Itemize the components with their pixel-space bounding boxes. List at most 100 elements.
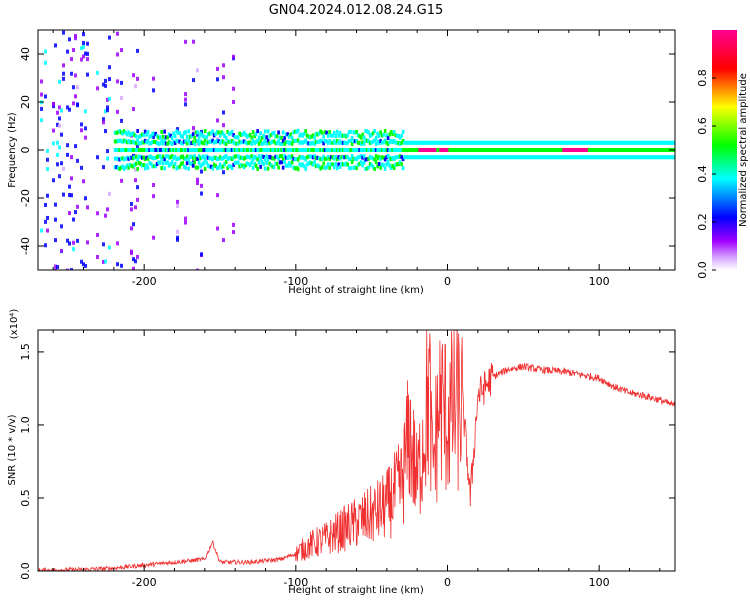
spectrogram-cell xyxy=(326,140,330,145)
spectrogram-cell xyxy=(224,160,228,165)
spectrogram-cell xyxy=(571,140,574,145)
spectrogram-cell xyxy=(418,140,421,145)
spectrogram-cell xyxy=(212,162,216,167)
spectrogram-cell xyxy=(119,156,123,161)
spectrogram-cell xyxy=(445,155,448,160)
spectrogram-cell xyxy=(649,140,652,145)
spectrogram-cell xyxy=(353,139,357,144)
spectrogram-cell xyxy=(290,141,294,146)
spectrogram-cell xyxy=(130,132,133,137)
spectrogram-cell xyxy=(176,148,180,152)
spectrogram-cell xyxy=(301,140,304,145)
spectrogram-cell xyxy=(637,155,640,160)
spectrogram-cell xyxy=(541,148,544,152)
spectrogram-cell xyxy=(241,148,244,152)
spectrogram-cell xyxy=(122,129,126,134)
spectrogram-cell xyxy=(343,133,346,138)
spectrogram-cell xyxy=(482,148,486,152)
spectrogram-cell xyxy=(116,156,120,161)
spectrogram-cell xyxy=(124,165,127,170)
spectrogram-cell xyxy=(521,155,525,160)
spectrogram-cell xyxy=(187,148,190,152)
spectrogram-cell xyxy=(511,155,514,160)
spectrogram-cell xyxy=(359,160,363,165)
spectrogram-cell xyxy=(196,68,199,73)
spectrogram-cell xyxy=(437,140,441,145)
spectrogram-cell xyxy=(388,155,391,160)
spectrogram-cell xyxy=(320,156,324,161)
spectrogram-cell xyxy=(299,132,303,137)
spectrogram-cell xyxy=(365,148,369,152)
spectrogram-cell xyxy=(404,155,408,160)
spectrogram-cell xyxy=(102,165,105,170)
spectrogram-cell xyxy=(544,155,547,160)
spectrogram-cell xyxy=(538,140,541,145)
spectrogram-cell xyxy=(191,132,195,137)
spectrogram-cell xyxy=(398,141,402,146)
spectrogram-cell xyxy=(119,165,123,170)
spectrogram-cell xyxy=(352,165,355,170)
spectrogram-cell xyxy=(367,148,370,152)
spectrogram-cell xyxy=(160,148,163,152)
spectrogram-cell xyxy=(421,155,424,160)
spectrogram-cell xyxy=(508,140,511,145)
spectrogram-cell xyxy=(311,133,315,138)
spectrogram-cell xyxy=(287,148,291,152)
spectrogram-cell xyxy=(373,166,376,171)
spectrogram-cell xyxy=(239,140,243,145)
spectrogram-cell xyxy=(431,155,435,160)
spectrogram-cell xyxy=(412,140,415,145)
spectrogram-cell xyxy=(451,148,454,152)
spectrogram-cell xyxy=(295,166,298,171)
spectrogram-cell xyxy=(437,148,441,152)
spectrogram-cell xyxy=(54,264,57,269)
spectrogram-cell xyxy=(232,162,235,167)
spectrogram-cell xyxy=(371,148,375,152)
spectrogram-cell xyxy=(164,154,168,159)
spectrogram-cell xyxy=(313,141,316,146)
spectrogram-cell xyxy=(326,155,330,160)
spectrogram-cell xyxy=(367,156,370,161)
spectrogram-cell xyxy=(467,140,471,145)
spectrogram-cell xyxy=(577,148,580,152)
spectrogram-cell xyxy=(148,154,151,159)
spectrogram-cell xyxy=(497,155,501,160)
spectrogram-cell xyxy=(439,155,442,160)
spectrogram-cell xyxy=(223,162,226,167)
spectrogram-cell xyxy=(358,148,361,152)
spectrogram-cell xyxy=(205,154,208,159)
spectrogram-cell xyxy=(102,82,105,87)
spectrogram-cell xyxy=(526,140,529,145)
spectrogram-cell xyxy=(665,140,669,145)
spectrogram-cell xyxy=(605,155,609,160)
spectrogram-cell xyxy=(289,132,292,137)
spectrogram-cell xyxy=(509,140,513,145)
spectrogram-cell xyxy=(368,148,372,152)
spectrogram-cell xyxy=(160,166,163,171)
spectrogram-cell xyxy=(301,133,304,138)
spectrogram-cell xyxy=(158,160,162,165)
spectrogram-cell xyxy=(530,140,534,145)
spectrogram-cell xyxy=(60,132,63,137)
spectrogram-cell xyxy=(427,155,430,160)
spectrogram-cell xyxy=(172,148,175,152)
spectrogram-cell xyxy=(652,155,655,160)
spectrogram-cell xyxy=(338,156,342,161)
spectrogram-cell xyxy=(577,140,580,145)
spectrogram-cell xyxy=(416,140,420,145)
spectrogram-cell xyxy=(514,140,517,145)
spectrogram-cell xyxy=(229,148,232,152)
spectrogram-cell xyxy=(358,134,361,139)
spectrogram-cell xyxy=(194,165,198,170)
spectrogram-cell xyxy=(188,141,192,146)
spectrogram-cell xyxy=(557,155,561,160)
spectrogram-cell xyxy=(464,140,468,145)
spectrogram-cell xyxy=(529,148,532,152)
spectrogram-cell xyxy=(256,157,259,162)
spectrogram-cell xyxy=(236,160,240,165)
spectrogram-cell xyxy=(367,130,370,135)
spectrogram-cell xyxy=(661,155,664,160)
spectrogram-cell xyxy=(376,131,379,136)
spectrogram-cell xyxy=(143,166,147,171)
spectrogram-cell xyxy=(211,148,214,152)
